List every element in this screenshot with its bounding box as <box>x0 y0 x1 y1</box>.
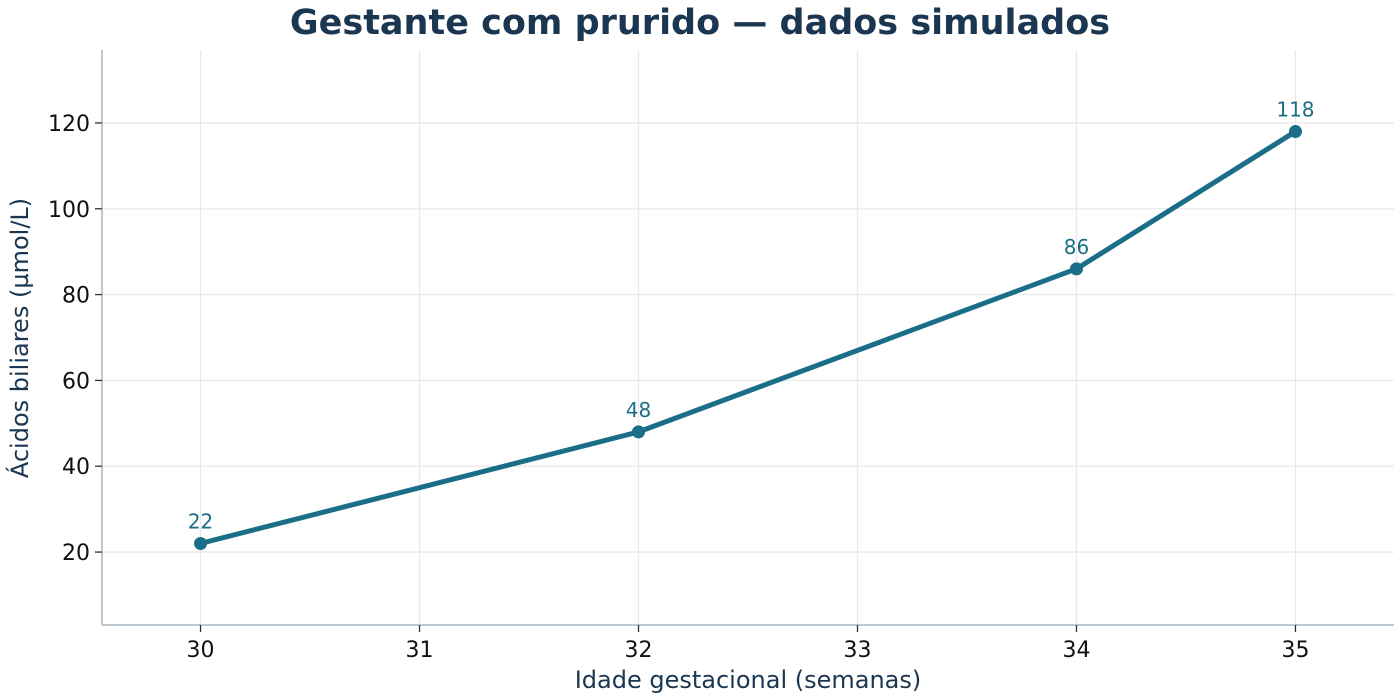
data-point <box>1069 262 1083 276</box>
y-tick-label: 80 <box>62 284 90 309</box>
x-tick-label: 31 <box>406 638 434 663</box>
y-tick-label: 100 <box>48 198 90 223</box>
y-tick-label: 40 <box>62 455 90 480</box>
chart-title: Gestante com prurido — dados simulados <box>290 3 1110 43</box>
data-label: 48 <box>626 398 651 422</box>
x-axis-label: Idade gestacional (semanas) <box>575 666 922 694</box>
data-point <box>194 536 208 550</box>
data-point <box>632 425 646 439</box>
data-label: 86 <box>1064 235 1089 259</box>
y-tick-label: 20 <box>62 541 90 566</box>
x-tick-label: 33 <box>843 638 871 663</box>
axes <box>101 50 1394 626</box>
y-tick-label: 120 <box>48 112 90 137</box>
grid <box>102 50 1394 625</box>
data-label: 22 <box>188 509 213 533</box>
y-axis-label: Ácidos biliares (µmol/L) <box>5 198 34 478</box>
ticks: 30 31 32 33 34 35 20 40 60 80 100 120 <box>48 112 1309 663</box>
y-tick-label: 60 <box>62 369 90 394</box>
data-point <box>1288 125 1302 139</box>
series-line <box>198 129 1298 546</box>
x-tick-label: 35 <box>1281 638 1309 663</box>
data-labels: 22 48 86 118 <box>188 98 1315 534</box>
x-tick-label: 34 <box>1062 638 1090 663</box>
data-label: 118 <box>1276 98 1314 122</box>
x-tick-label: 32 <box>625 638 653 663</box>
x-tick-label: 30 <box>187 638 215 663</box>
series <box>194 125 1302 550</box>
